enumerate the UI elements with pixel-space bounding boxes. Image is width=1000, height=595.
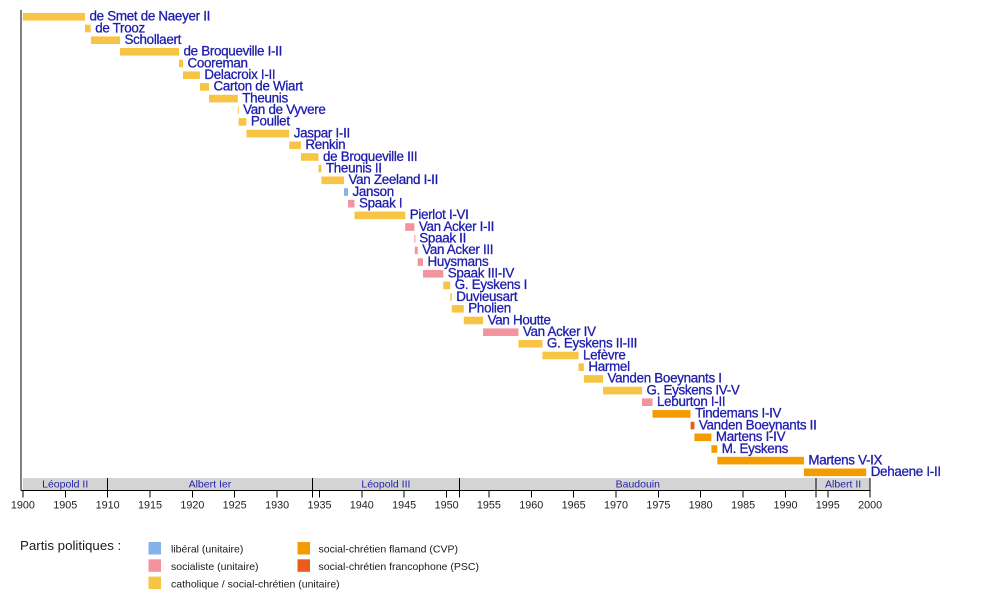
svg-text:1940: 1940 [350,500,374,512]
svg-text:Theunis: Theunis [242,90,288,105]
svg-text:Poullet: Poullet [251,114,290,129]
svg-text:G. Eyskens I: G. Eyskens I [455,277,527,292]
svg-text:1995: 1995 [816,500,840,512]
svg-text:Van de Vyvere: Van de Vyvere [243,102,325,117]
svg-text:2000: 2000 [858,500,882,512]
svg-text:social-chrétien flamand (CVP): social-chrétien flamand (CVP) [319,544,458,556]
svg-text:Martens V-IX: Martens V-IX [808,452,882,467]
svg-text:1990: 1990 [773,500,797,512]
svg-text:Huysmans: Huysmans [428,254,489,269]
svg-text:Spaak I: Spaak I [359,196,402,211]
svg-text:Duvieusart: Duvieusart [456,289,518,304]
svg-text:Pholien: Pholien [468,301,511,316]
svg-text:1950: 1950 [435,500,459,512]
svg-text:Martens I-IV: Martens I-IV [716,429,786,444]
svg-text:libéral (unitaire): libéral (unitaire) [171,544,243,556]
svg-text:G. Eyskens II-III: G. Eyskens II-III [547,336,637,351]
svg-text:1930: 1930 [265,500,289,512]
svg-text:Jaspar I-II: Jaspar I-II [294,125,350,140]
svg-text:1965: 1965 [562,500,586,512]
svg-text:Albert II: Albert II [825,479,861,491]
svg-text:Léopold III: Léopold III [361,479,410,491]
svg-text:Tindemans I-IV: Tindemans I-IV [695,406,781,421]
svg-text:Cooreman: Cooreman [188,55,248,70]
svg-text:Renkin: Renkin [305,137,345,152]
svg-text:Van Acker I-II: Van Acker I-II [419,219,494,234]
svg-text:Van Acker IV: Van Acker IV [523,324,596,339]
svg-text:Partis politiques :: Partis politiques : [20,538,121,553]
svg-text:1920: 1920 [180,500,204,512]
svg-text:Schollaert: Schollaert [125,32,182,47]
svg-text:catholique / social-chrétien (: catholique / social-chrétien (unitaire) [171,578,340,590]
svg-text:Van Acker III: Van Acker III [422,242,493,257]
svg-text:Carton de Wiart: Carton de Wiart [214,79,304,94]
svg-text:1935: 1935 [307,500,331,512]
svg-text:Pierlot I-VI: Pierlot I-VI [410,207,469,222]
svg-text:Van Houtte: Van Houtte [488,312,551,327]
svg-text:1900: 1900 [11,500,35,512]
svg-text:Theunis II: Theunis II [326,160,382,175]
svg-text:G. Eyskens IV-V: G. Eyskens IV-V [647,382,740,397]
svg-text:1905: 1905 [53,500,77,512]
svg-text:1980: 1980 [689,500,713,512]
svg-text:Spaak III-IV: Spaak III-IV [448,266,515,281]
svg-text:de Smet de Naeyer II: de Smet de Naeyer II [90,9,211,24]
svg-text:1970: 1970 [604,500,628,512]
svg-text:1960: 1960 [519,500,543,512]
svg-text:Janson: Janson [353,184,394,199]
svg-text:Albert Ier: Albert Ier [189,479,232,491]
svg-text:Baudouin: Baudouin [616,479,661,491]
svg-text:1910: 1910 [96,500,120,512]
svg-text:Spaak II: Spaak II [419,231,466,246]
svg-text:Leburton I-II: Leburton I-II [657,394,725,409]
svg-text:social-chrétien francophone (P: social-chrétien francophone (PSC) [319,561,480,573]
svg-text:1975: 1975 [646,500,670,512]
svg-text:1945: 1945 [392,500,416,512]
svg-text:de Broqueville III: de Broqueville III [323,149,417,164]
svg-text:Harmel: Harmel [588,359,630,374]
svg-text:Lefèvre: Lefèvre [583,347,626,362]
svg-text:1955: 1955 [477,500,501,512]
svg-text:1925: 1925 [223,500,247,512]
svg-text:de Broqueville I-II: de Broqueville I-II [184,44,283,59]
svg-text:1915: 1915 [138,500,162,512]
svg-text:1985: 1985 [731,500,755,512]
svg-text:Delacroix I-II: Delacroix I-II [204,67,275,82]
svg-text:Dehaene I-II: Dehaene I-II [871,464,941,479]
svg-text:M. Eyskens: M. Eyskens [722,441,789,456]
svg-text:Léopold II: Léopold II [42,479,88,491]
svg-text:de Trooz: de Trooz [95,20,145,35]
svg-text:Van Zeeland I-II: Van Zeeland I-II [349,172,438,187]
svg-text:Vanden Boeynants II: Vanden Boeynants II [699,417,817,432]
svg-text:Vanden Boeynants I: Vanden Boeynants I [608,371,722,386]
svg-text:socialiste (unitaire): socialiste (unitaire) [171,561,259,573]
